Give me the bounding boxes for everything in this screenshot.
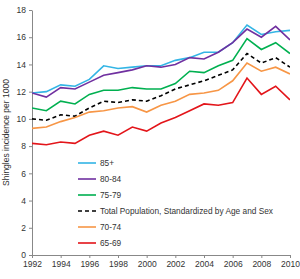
tick-label: 18 [17,5,27,15]
tick-mark [29,201,32,202]
tick: 2006 [224,255,243,269]
tick-mark [29,37,32,38]
tick-mark [89,255,90,258]
tick: 2004 [195,255,214,269]
tick: 2002 [166,255,185,269]
tick: 4 [21,196,32,206]
tick-mark [29,146,32,147]
tick: 2008 [252,255,271,269]
tick-label: 1994 [52,259,71,269]
tick-mark [261,255,262,258]
axis-line [32,11,33,256]
tick: 2000 [138,255,157,269]
series-line [32,78,290,145]
legend-label: 85+ [100,158,114,168]
tick-label: 10 [17,114,27,124]
tick-mark [29,255,32,256]
tick-mark [204,255,205,258]
legend-swatch [78,194,96,196]
tick-label: 1996 [80,259,99,269]
tick: 6 [21,169,32,179]
tick-label: 2000 [138,259,157,269]
tick-mark [147,255,148,258]
legend-label: 75-79 [100,190,122,200]
tick: 1994 [52,255,71,269]
legend-swatch [78,242,96,244]
tick-label: 8 [21,141,26,151]
y-axis-title: Shingles incidence per 1000 [1,79,11,186]
tick-label: 16 [17,32,27,42]
tick-mark [233,255,234,258]
tick-mark [290,255,291,258]
legend-swatch [78,210,96,212]
series-line [32,26,290,97]
tick-label: 14 [17,60,27,70]
axis-line [33,255,291,256]
plot-area [32,25,290,145]
tick-label: 2006 [224,259,243,269]
tick-mark [118,255,119,258]
series-line [32,54,290,121]
series-line [32,39,290,111]
tick: 18 [17,5,32,15]
legend-label: 70-74 [100,222,122,232]
legend-swatch [78,162,96,164]
chart: 1992199419961998200020022004200620082010… [0,0,300,279]
tick: 2 [21,223,32,233]
tick-label: 6 [21,169,26,179]
tick: 12 [17,87,32,97]
tick-label: 1992 [23,259,42,269]
y-axis: 0 2 4 6 8 10 12 14 16 18 [17,5,33,260]
tick-label: 2004 [195,259,214,269]
tick-label: 0 [21,250,26,260]
tick: 0 [21,250,32,260]
tick-label: 2008 [252,259,271,269]
tick-mark [29,64,32,65]
tick-mark [61,255,62,258]
tick: 10 [17,114,32,124]
tick: 1998 [109,255,128,269]
legend: 85+ 80-84 75-79 Total Population, Standardi… [78,158,274,248]
legend-swatch [78,226,96,228]
x-axis: 1992 1994 1996 1998 2000 2002 2004 2006 2008 2010 [23,255,300,269]
legend-label: Total Population, Standardized by Age an… [100,206,274,216]
tick-label: 4 [21,196,26,206]
tick-mark [29,10,32,11]
tick-label: 1998 [109,259,128,269]
tick: 1996 [80,255,99,269]
tick-label: 2010 [281,259,300,269]
tick-label: 2 [21,223,26,233]
tick-mark [29,173,32,174]
tick-mark [29,119,32,120]
tick: 2010 [281,255,300,269]
legend-label: 65-69 [100,238,122,248]
series-line [32,63,290,128]
tick-label: 12 [17,87,27,97]
tick-mark [175,255,176,258]
tick: 8 [21,141,32,151]
legend-swatch [78,178,96,180]
tick: 14 [17,60,32,70]
tick: 16 [17,32,32,42]
tick-mark [29,92,32,93]
legend-label: 80-84 [100,174,122,184]
tick-label: 2002 [166,259,185,269]
tick-mark [29,228,32,229]
